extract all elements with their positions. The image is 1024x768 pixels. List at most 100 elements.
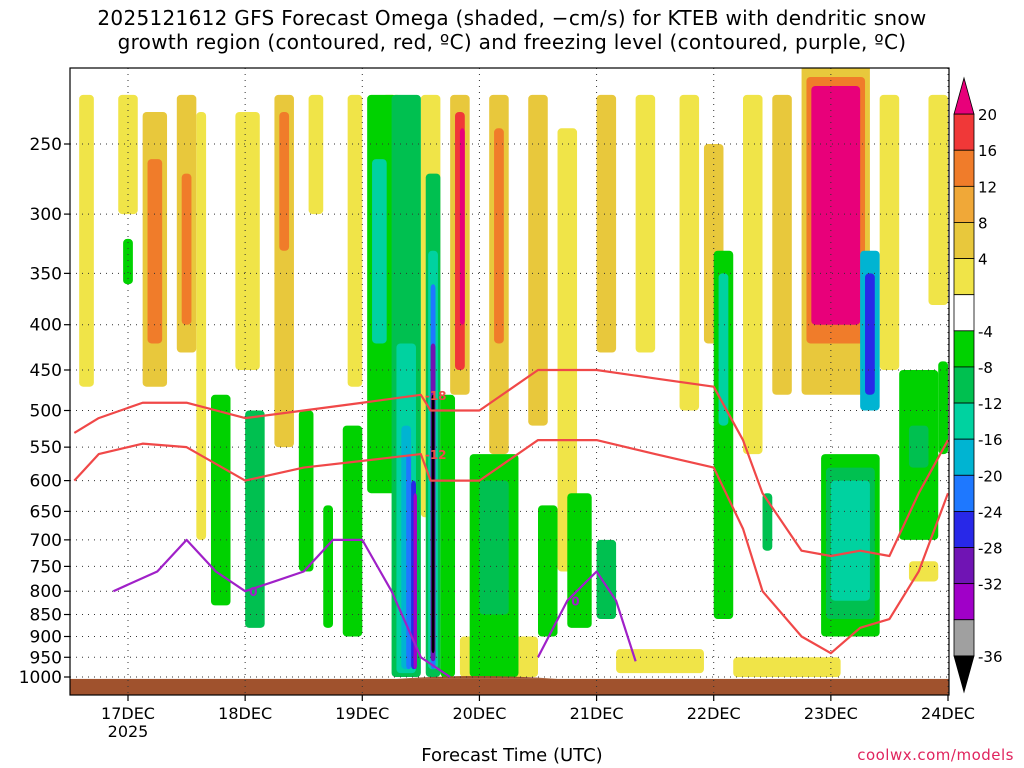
omega-band (196, 111, 207, 540)
colorbar-swatch (953, 149, 975, 187)
freezing-contour (537, 570, 637, 662)
omega-band (772, 94, 792, 395)
colorbar-tick-label: -28 (978, 540, 1003, 558)
colorbar-swatch (953, 474, 975, 512)
y-tick-label: 900 (30, 627, 62, 647)
colorbar-tick-label: -24 (978, 503, 1003, 521)
colorbar-tick-label: -12 (978, 395, 1003, 413)
terrain-ground (70, 676, 949, 695)
y-tick-label: 800 (30, 582, 62, 602)
colorbar-cap-bottom (953, 655, 975, 694)
y-axis: 2503003504004505005506006507007508008509… (19, 135, 70, 688)
omega-band (406, 454, 412, 670)
y-tick-label: 350 (30, 264, 62, 284)
omega-band (372, 159, 387, 344)
y-tick-label: 250 (30, 135, 62, 155)
omega-band (938, 361, 948, 455)
omega-band (596, 539, 617, 620)
colorbar-swatch (953, 222, 975, 259)
omega-band (235, 111, 260, 370)
colorbar-swatch (953, 366, 975, 404)
y-tick-label: 650 (30, 502, 62, 522)
omega-band (413, 493, 417, 670)
x-tick-label: 24DEC (921, 704, 975, 723)
colorbar-swatch (953, 113, 975, 151)
y-tick-label: 850 (30, 606, 62, 626)
colorbar-tick-label: -32 (978, 576, 1003, 594)
colorbar-tick-label: 12 (978, 178, 997, 196)
omega-band (79, 94, 94, 387)
x-tick-label: 23DEC (804, 704, 858, 723)
omega-band (830, 480, 870, 601)
omega-shading (79, 68, 948, 678)
y-tick-label: 550 (30, 438, 62, 458)
omega-band (538, 505, 558, 637)
x-tick-label: 20DEC (452, 704, 506, 723)
omega-band (210, 394, 231, 606)
terrain-fill (70, 678, 949, 695)
omega-band (440, 394, 456, 677)
colorbar-tick-label: -8 (978, 359, 993, 377)
omega-band (494, 128, 504, 344)
omega-band (879, 94, 900, 370)
omega-band (181, 173, 192, 325)
omega-band (679, 94, 700, 411)
y-tick-label: 950 (30, 648, 62, 668)
colorbar-swatch (953, 402, 975, 440)
y-tick-label: 300 (30, 205, 62, 225)
contour-lines: -18 -12 0 0 (73, 368, 949, 678)
colorbar-swatch (953, 619, 975, 657)
omega-band (811, 86, 861, 325)
x-tick-label: 19DEC (335, 704, 389, 723)
x-axis-label: Forecast Time (UTC) (421, 745, 603, 766)
omega-band (347, 94, 363, 387)
y-tick-label: 600 (30, 472, 62, 492)
plot-area: -18 -12 0 0 (70, 68, 949, 695)
x-tick-label: 18DEC (218, 704, 272, 723)
y-tick-label: 1000 (19, 668, 62, 688)
freezing-contour-label: 0 (249, 585, 257, 599)
colorbar-swatch (953, 547, 975, 585)
y-tick-label: 700 (30, 531, 62, 551)
credit-text: coolwx.com/models (857, 746, 1014, 764)
omega-band (147, 159, 163, 344)
omega-band (762, 493, 773, 551)
colorbar-tick-label: -4 (978, 323, 993, 341)
omega-band (616, 649, 704, 674)
omega-band (279, 111, 290, 251)
colorbar-tick-label: -16 (978, 431, 1003, 449)
freezing-contour-label: 0 (571, 595, 579, 609)
colorbar-tick-label: 8 (978, 214, 988, 232)
omega-band (635, 94, 656, 353)
colorbar-tick-label: 20 (978, 106, 997, 124)
colorbar: 20 16 12 8 4 -4 -8 -12 -16 -20 -24 -28 -32 -36 (953, 76, 1003, 694)
dendritic-contour (73, 438, 949, 655)
colorbar-cap-top (953, 76, 975, 115)
colorbar-swatch (953, 583, 975, 621)
colorbar-swatch (953, 511, 975, 548)
colorbar-swatch (953, 258, 975, 296)
y-tick-label: 450 (30, 361, 62, 381)
omega-band (298, 410, 314, 572)
omega-band (908, 425, 929, 468)
colorbar-swatch (953, 294, 975, 332)
plot-frame (69, 67, 950, 696)
x-tick-label: 21DEC (570, 704, 624, 723)
omega-band (245, 410, 265, 628)
omega-band (459, 128, 465, 325)
y-tick-label: 750 (30, 557, 62, 577)
terrain-bump (396, 676, 558, 679)
dendritic-contour (73, 368, 949, 558)
omega-band (596, 94, 617, 353)
omega-band (118, 94, 138, 215)
x-tick-label: 22DEC (687, 704, 741, 723)
omega-band (865, 273, 875, 395)
freezing-contour (112, 538, 451, 678)
omega-band (479, 480, 509, 615)
omega-band (123, 238, 133, 285)
colorbar-tick-label: -36 (978, 648, 1003, 666)
y-tick-label: 500 (30, 402, 62, 422)
omega-band (733, 657, 841, 677)
omega-band (342, 425, 363, 637)
